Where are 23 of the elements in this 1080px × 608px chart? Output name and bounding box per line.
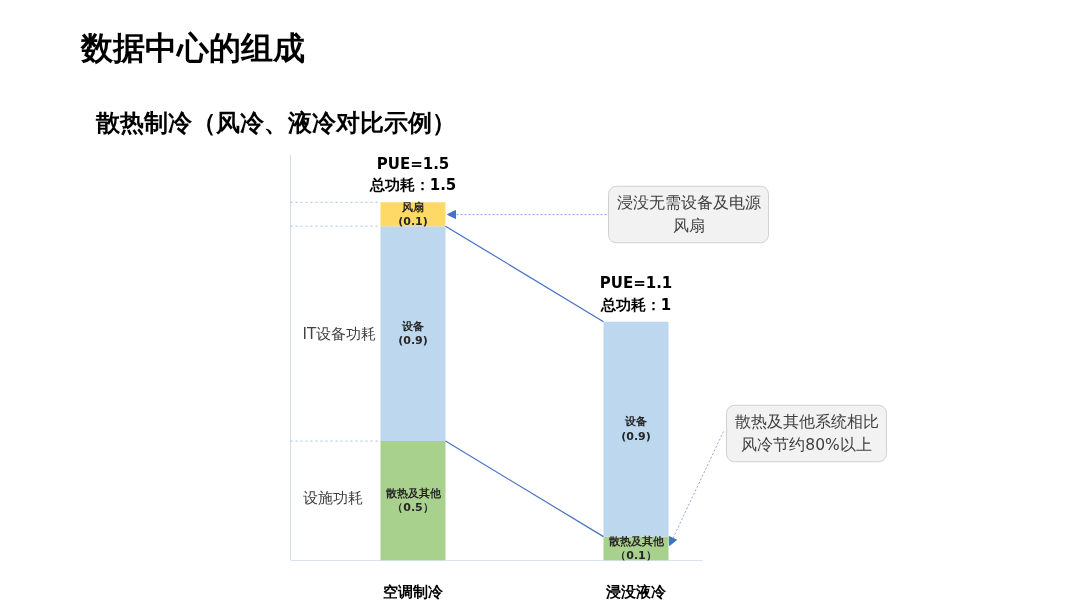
series-label: 设备 <box>401 319 424 333</box>
text: 散热及其他 <box>385 487 441 501</box>
annotation: 设施功耗 <box>302 488 363 507</box>
bar <box>380 226 446 442</box>
data-label: (0.9) <box>621 429 651 443</box>
bar <box>380 441 446 561</box>
x-tick-label: 空调制冷 <box>383 582 444 601</box>
chart-subtitle: 散热制冷（风冷、液冷对比示例） <box>94 108 456 137</box>
series-label: 风扇 <box>401 200 424 214</box>
data-label: （0.5） <box>392 501 434 515</box>
text: 设备 <box>625 415 647 429</box>
series-label: 散热及其他 <box>607 534 665 548</box>
data-label: （0.1） <box>615 549 657 563</box>
total-label: PUE=1.5 总功耗：1.5 <box>368 154 457 195</box>
total-label: PUE=1.1 总功耗：1 <box>599 274 673 314</box>
data-label: (0.9) <box>398 334 428 348</box>
data-label: (0.1) <box>398 214 428 228</box>
text: 散热及其他系统相比风冷节约80%以上 <box>734 413 879 454</box>
x-tick-label: 浸没液冷 <box>605 582 667 601</box>
chart-title: 数据中心的组成 <box>79 28 305 67</box>
bar <box>603 321 669 537</box>
annotation: 浸没无需设备及电源风扇 <box>616 194 761 235</box>
annotation: IT设备功耗 <box>302 324 377 343</box>
